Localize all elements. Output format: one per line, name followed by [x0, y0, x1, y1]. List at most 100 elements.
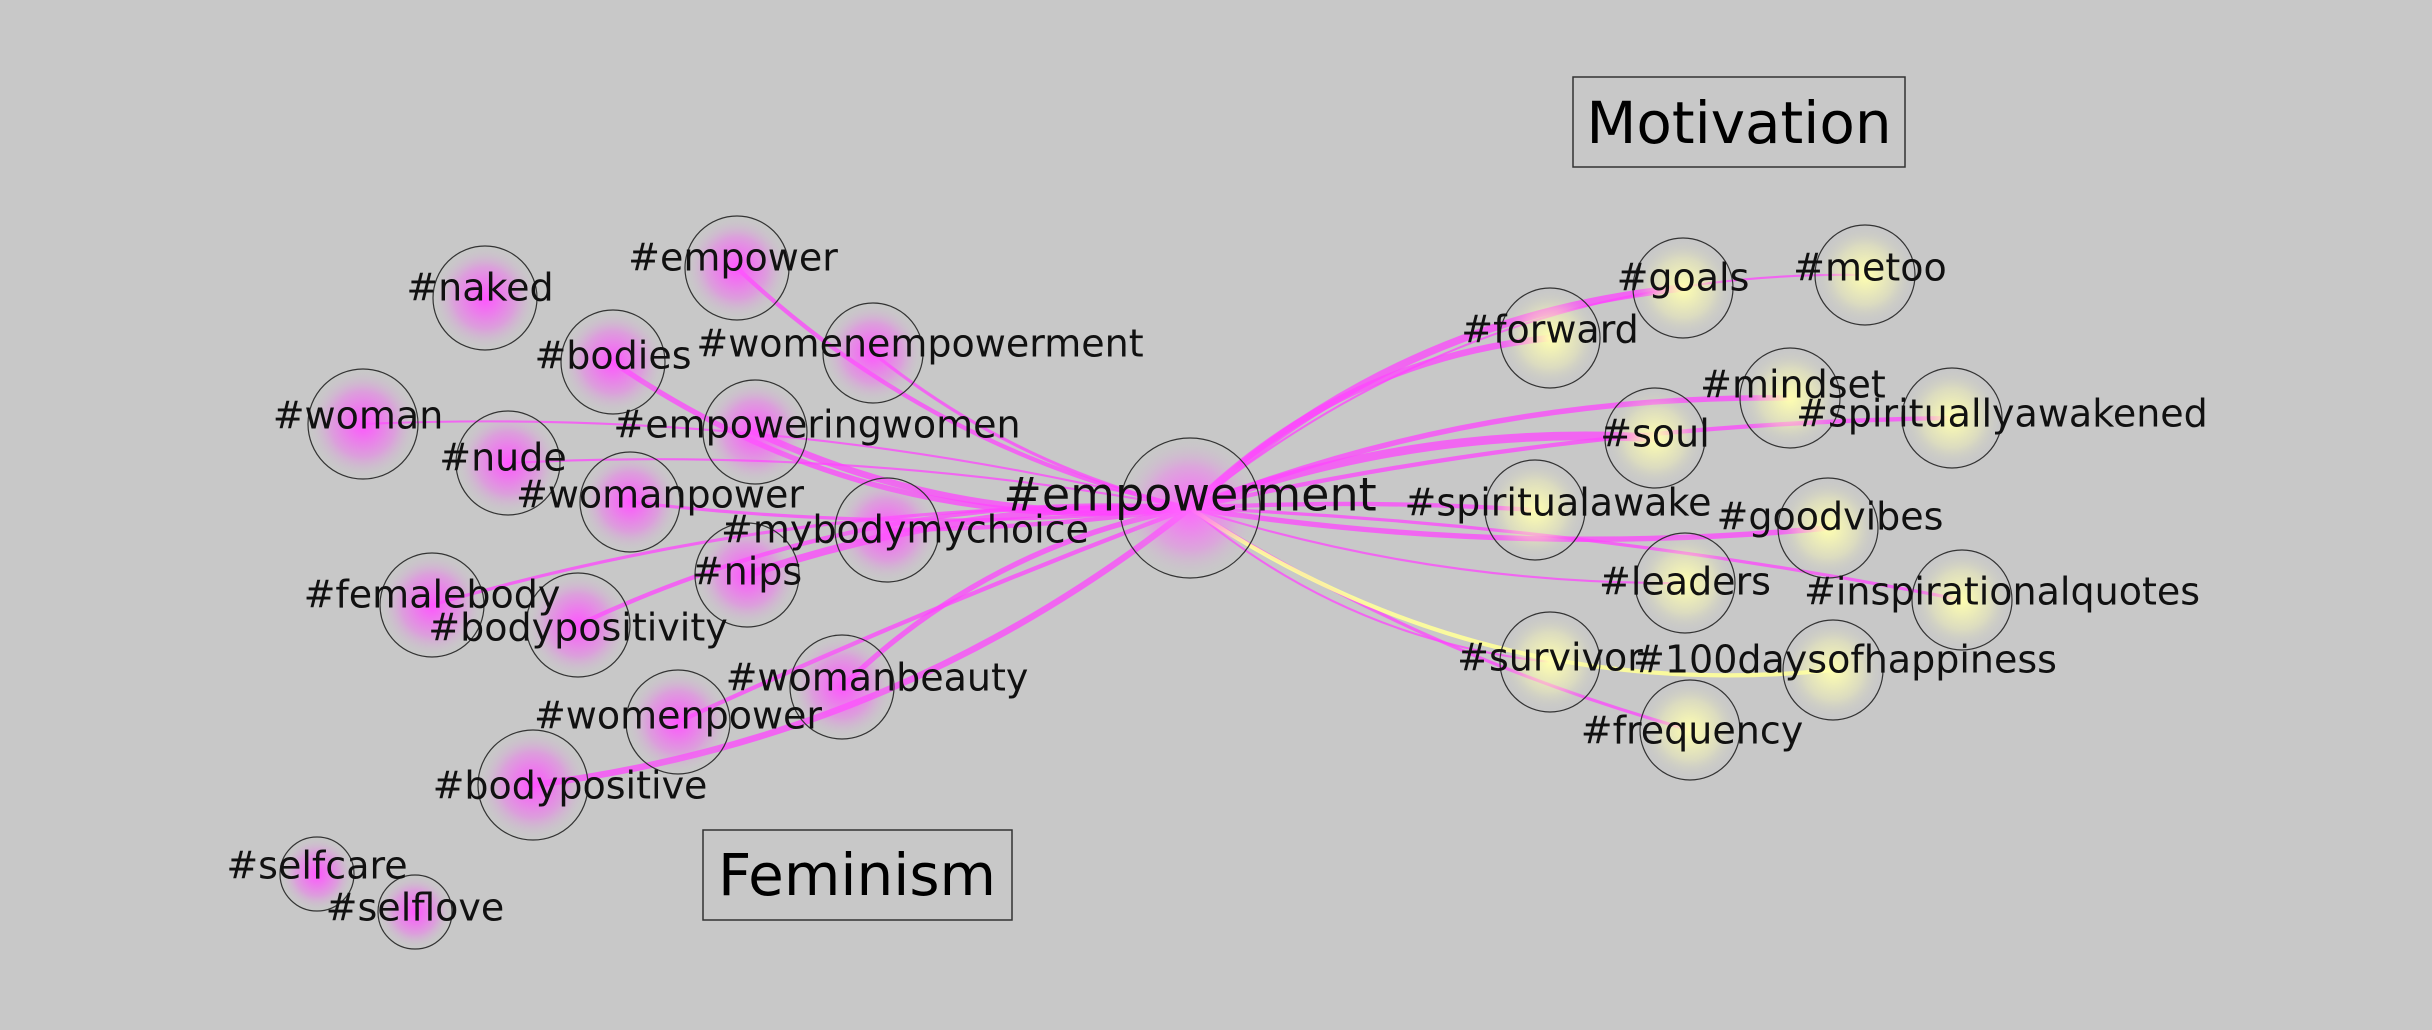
node-womanpower[interactable]	[579, 451, 681, 553]
node-label-100daysofhappiness: #100daysofhappiness	[1633, 638, 2057, 682]
node-label-woman: #woman	[273, 394, 444, 438]
node-ring	[1119, 437, 1261, 579]
node-bodypositive[interactable]	[477, 729, 589, 841]
edge-inspirationalquotes	[1188, 506, 1964, 602]
node-leaders[interactable]	[1634, 532, 1736, 634]
node-label-womanpower: #womanpower	[516, 473, 804, 517]
node-soul[interactable]	[1604, 387, 1706, 489]
cluster-box-feminism: Feminism	[702, 829, 1013, 921]
node-ring	[1777, 477, 1879, 579]
node-mindset[interactable]	[1739, 347, 1841, 449]
node-glow	[835, 478, 939, 582]
cluster-label-motivation: Motivation	[1586, 89, 1891, 157]
node-mybodymychoice[interactable]	[834, 477, 940, 583]
node-label-empowerment: #empowerment	[1003, 468, 1376, 522]
edge-womenpower	[675, 505, 1193, 725]
node-glow	[561, 310, 665, 414]
node-label-soul: #soul	[1600, 412, 1710, 456]
node-glow	[1635, 533, 1735, 633]
node-glow	[1500, 612, 1600, 712]
node-ring	[1739, 347, 1841, 449]
node-glow	[526, 573, 630, 677]
node-woman[interactable]	[307, 368, 419, 480]
node-label-bodypositive: #bodypositive	[433, 764, 708, 808]
node-ring	[1782, 619, 1884, 721]
node-label-metoo: #metoo	[1793, 246, 1947, 290]
cluster-box-motivation: Motivation	[1572, 76, 1906, 168]
node-label-survivor: #survivor	[1457, 636, 1643, 680]
node-naked[interactable]	[432, 245, 538, 351]
node-nips[interactable]	[694, 522, 800, 628]
node-inspirationalquotes[interactable]	[1911, 549, 2013, 651]
node-femalebody[interactable]	[379, 552, 485, 658]
node-label-mindset: #mindset	[1700, 363, 1886, 407]
edge-100daysofhappiness	[1187, 505, 1836, 678]
node-empower[interactable]	[684, 215, 790, 321]
node-ring	[1634, 532, 1736, 634]
node-glow	[308, 369, 418, 479]
node-label-nips: #nips	[692, 550, 802, 594]
node-womenpower[interactable]	[625, 669, 731, 775]
node-label-goals: #goals	[1617, 256, 1750, 300]
node-label-selflove: #selflove	[326, 886, 505, 930]
node-frequency[interactable]	[1639, 679, 1741, 781]
node-glow	[1120, 438, 1260, 578]
node-label-spiritualawake: #spiritualawake	[1404, 481, 1711, 525]
node-glow	[580, 452, 680, 552]
node-glow	[703, 380, 807, 484]
node-ring	[1901, 367, 2003, 469]
node-ring	[307, 368, 419, 480]
node-bodypositivity[interactable]	[525, 572, 631, 678]
node-ring	[432, 245, 538, 351]
node-glow	[478, 730, 588, 840]
node-ring	[1499, 287, 1601, 389]
node-ring	[684, 215, 790, 321]
node-ring	[694, 522, 800, 628]
node-label-goodvibes: #goodvibes	[1717, 495, 1944, 539]
node-goals[interactable]	[1632, 237, 1734, 339]
edge-spirituallyawakened	[1187, 415, 1955, 511]
node-goodvibes[interactable]	[1777, 477, 1879, 579]
node-spiritualawake[interactable]	[1484, 459, 1586, 561]
node-label-womenpower: #womenpower	[534, 694, 822, 738]
node-glow	[1605, 388, 1705, 488]
node-nude[interactable]	[455, 410, 561, 516]
node-forward[interactable]	[1499, 287, 1601, 389]
node-selflove[interactable]	[377, 874, 453, 950]
node-label-inspirationalquotes: #inspirationalquotes	[1804, 570, 2200, 614]
node-glow	[280, 837, 354, 911]
node-metoo[interactable]	[1814, 224, 1916, 326]
node-glow	[1500, 288, 1600, 388]
node-ring	[1484, 459, 1586, 561]
node-ring	[579, 451, 681, 553]
node-label-womanbeauty: #womanbeauty	[726, 656, 1029, 700]
node-ring	[1814, 224, 1916, 326]
node-ring	[1632, 237, 1734, 339]
node-glow	[1815, 225, 1915, 325]
node-empoweringwomen[interactable]	[702, 379, 808, 485]
node-glow	[1640, 680, 1740, 780]
node-100daysofhappiness[interactable]	[1782, 619, 1884, 721]
node-womanbeauty[interactable]	[789, 634, 895, 740]
node-label-bodypositivity: #bodypositivity	[428, 606, 727, 650]
label-layer: #empowerment #naked #empower #bodies #womene…	[226, 236, 2207, 930]
node-glow	[433, 246, 537, 350]
node-label-naked: #naked	[406, 266, 553, 310]
node-ring	[477, 729, 589, 841]
node-spirituallyawakened[interactable]	[1901, 367, 2003, 469]
node-glow	[790, 635, 894, 739]
node-label-forward: #forward	[1461, 308, 1639, 352]
node-survivor[interactable]	[1499, 611, 1601, 713]
node-ring	[525, 572, 631, 678]
node-glow	[380, 553, 484, 657]
node-womenempowerment[interactable]	[822, 302, 924, 404]
node-bodies[interactable]	[560, 309, 666, 415]
node-label-mybodymychoice: #mybodymychoice	[721, 508, 1089, 552]
node-selfcare[interactable]	[279, 836, 355, 912]
node-glow	[695, 523, 799, 627]
node-glow	[626, 670, 730, 774]
node-empowerment[interactable]	[1119, 437, 1261, 579]
node-glow	[456, 411, 560, 515]
